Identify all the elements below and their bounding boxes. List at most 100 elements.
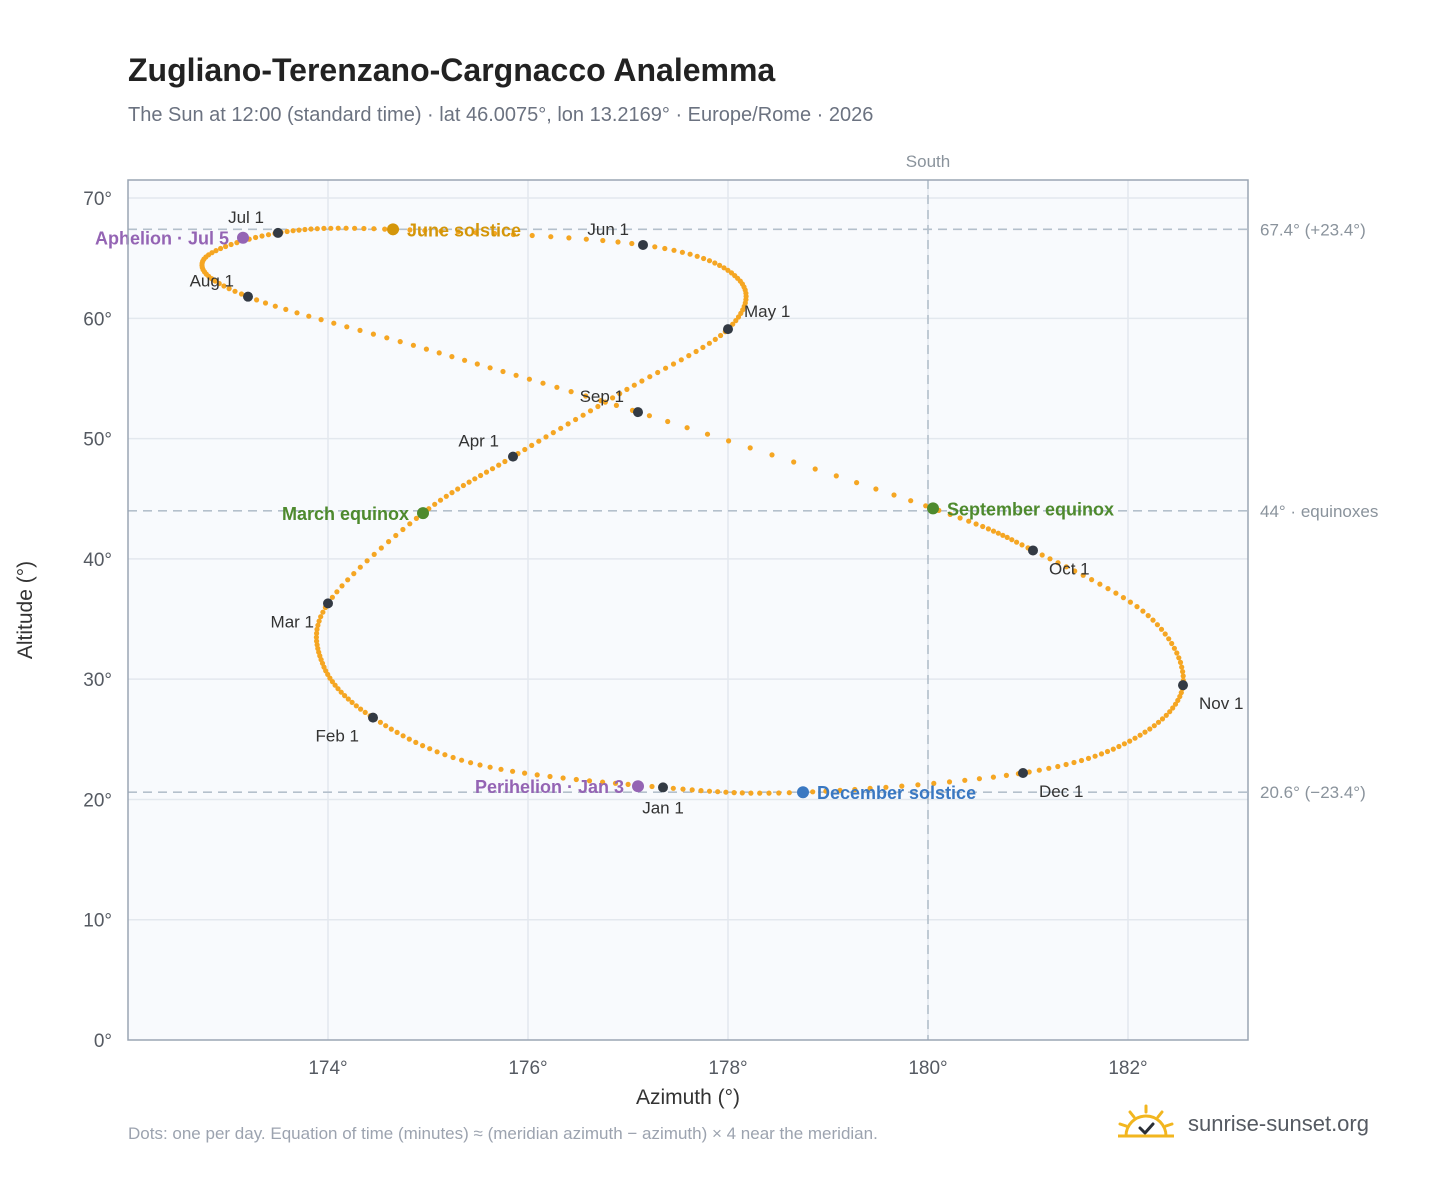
daily-sun-point (883, 784, 889, 790)
daily-sun-point (639, 378, 645, 384)
daily-sun-point (335, 686, 341, 692)
month-marker-label: Aug 1 (190, 272, 234, 291)
daily-sun-point (353, 703, 359, 709)
daily-sun-point (302, 226, 308, 233)
daily-sun-point (526, 376, 533, 382)
daily-sun-point (357, 564, 363, 570)
sun-logo-icon (1118, 1104, 1174, 1138)
month-marker (508, 451, 518, 462)
daily-sun-point (423, 346, 429, 352)
daily-sun-point (1166, 636, 1172, 642)
daily-sun-point (678, 357, 684, 363)
daily-sun-point (394, 729, 400, 736)
daily-sun-point (474, 361, 480, 367)
daily-sun-point (665, 418, 671, 425)
daily-sun-point (529, 442, 535, 448)
daily-sun-point (345, 696, 351, 702)
daily-sun-point (313, 634, 319, 640)
daily-sun-point (995, 530, 1001, 536)
daily-sun-point (502, 458, 508, 465)
daily-sun-point (314, 226, 320, 232)
daily-sun-point (923, 503, 929, 509)
daily-sun-point (583, 236, 589, 242)
daily-sun-point (218, 245, 224, 252)
y-tick-label: 50° (83, 430, 112, 451)
daily-sun-point (534, 772, 540, 778)
daily-sun-point (670, 361, 677, 367)
daily-sun-point (613, 402, 620, 408)
daily-sun-point (1177, 693, 1183, 700)
daily-sun-point (694, 253, 700, 259)
daily-sun-point (422, 227, 428, 234)
event-marker (387, 223, 399, 236)
daily-sun-point (352, 225, 358, 231)
daily-sun-point (1134, 604, 1140, 610)
daily-sun-point (314, 638, 320, 644)
daily-sun-point (662, 245, 668, 252)
daily-sun-point (483, 469, 490, 475)
daily-sun-point (331, 320, 337, 326)
daily-sun-point (1085, 755, 1092, 762)
daily-sun-point (786, 790, 792, 796)
daily-sun-point (438, 228, 444, 234)
daily-sun-point (321, 225, 327, 231)
daily-sun-point (400, 526, 406, 533)
daily-sun-point (655, 369, 661, 376)
daily-sun-point (338, 689, 344, 695)
daily-sun-point (343, 225, 349, 231)
daily-sun-point (701, 255, 707, 262)
daily-sun-point (985, 526, 992, 532)
brand[interactable]: sunrise-sunset.org (1118, 1100, 1369, 1148)
daily-sun-point (1178, 690, 1184, 696)
daily-sun-point (455, 486, 461, 492)
month-marker (723, 324, 733, 335)
daily-sun-point (1150, 617, 1156, 623)
daily-sun-point (615, 239, 621, 245)
daily-sun-point (548, 234, 554, 240)
daily-sun-point (477, 762, 483, 768)
daily-sun-point (791, 459, 797, 465)
daily-sun-point (1113, 590, 1119, 596)
daily-sun-point (384, 335, 390, 341)
event-label: Perihelion · Jan 3 (475, 777, 624, 797)
x-tick-label: 176° (508, 1058, 547, 1079)
daily-sun-point (1145, 613, 1151, 619)
grid-lines (128, 180, 1248, 1040)
footnote: Dots: one per day. Equation of time (min… (128, 1124, 878, 1143)
daily-sun-point (386, 539, 392, 545)
daily-sun-point (1063, 761, 1069, 768)
daily-sun-point (739, 790, 745, 796)
daily-sun-point (973, 521, 979, 527)
daily-sun-point (899, 783, 905, 789)
daily-sun-point (686, 353, 692, 359)
daily-sun-point (573, 416, 579, 423)
daily-sun-point (1004, 534, 1010, 541)
daily-sun-point (498, 766, 504, 772)
daily-sun-point (689, 787, 695, 793)
daily-sun-point (1132, 735, 1138, 741)
daily-sun-point (712, 336, 718, 342)
daily-sun-point (565, 421, 571, 427)
daily-sun-point (478, 472, 484, 479)
month-marker (323, 598, 333, 609)
daily-sun-point (371, 551, 377, 558)
daily-sun-point (1116, 743, 1122, 750)
daily-sun-point (873, 486, 879, 492)
reference-line-label: 67.4° (+23.4°) (1260, 220, 1366, 239)
daily-sun-point (1169, 640, 1175, 647)
daily-sun-point (383, 723, 389, 729)
daily-sun-point (496, 462, 502, 468)
analemma-curve (199, 225, 1186, 796)
daily-sun-point (631, 382, 637, 388)
plot-area (128, 180, 1248, 1040)
daily-sun-point (704, 431, 711, 437)
daily-sun-point (990, 528, 997, 534)
daily-sun-point (378, 545, 384, 551)
y-tick-label: 30° (83, 670, 112, 691)
daily-sun-point (308, 226, 314, 232)
daily-sun-point (600, 779, 606, 785)
y-tick-label: 10° (83, 911, 112, 932)
daily-sun-point (253, 234, 259, 241)
daily-sun-point (833, 473, 839, 479)
daily-sun-point (558, 425, 564, 431)
